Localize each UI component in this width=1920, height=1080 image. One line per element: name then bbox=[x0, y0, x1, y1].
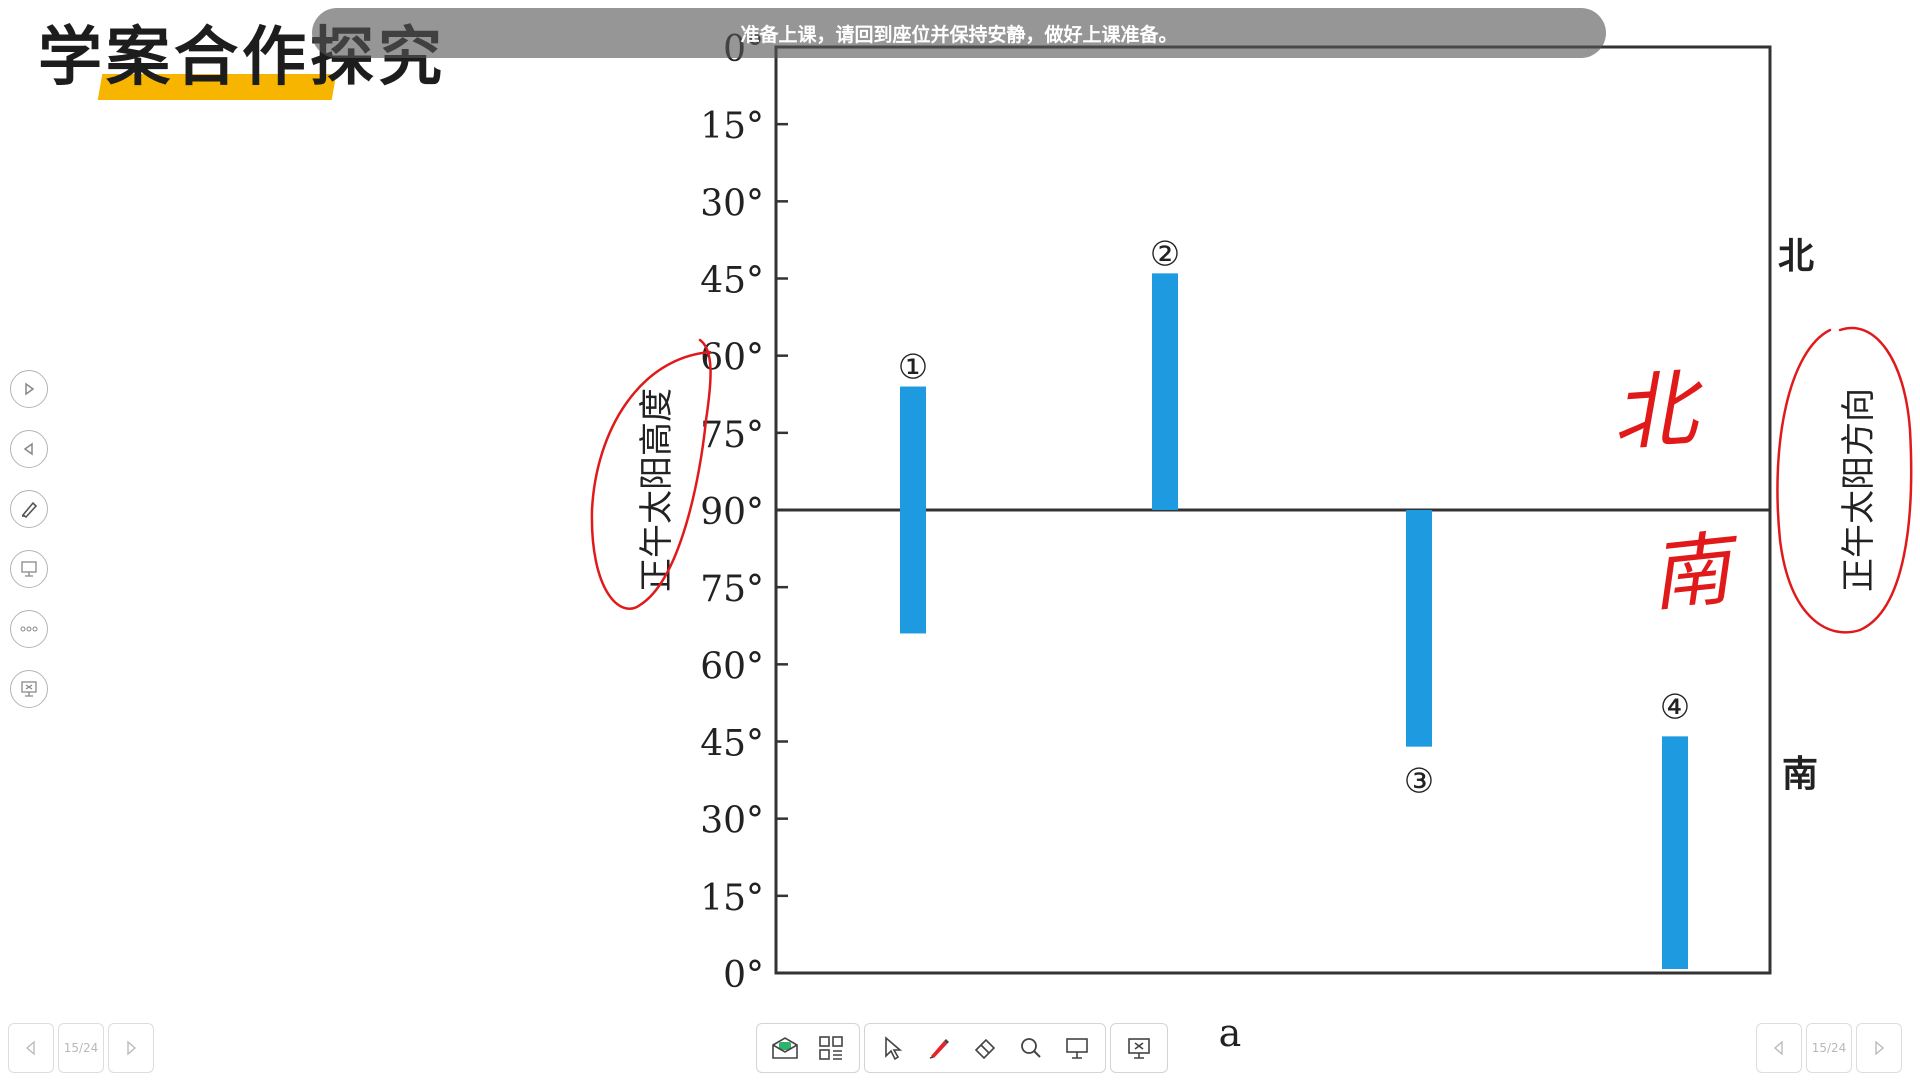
y-tick-label: 0° bbox=[723, 955, 764, 996]
bar-label: ② bbox=[1150, 234, 1180, 274]
pen-tool-button[interactable] bbox=[919, 1028, 959, 1068]
eraser-button[interactable] bbox=[965, 1028, 1005, 1068]
bar-label: ③ bbox=[1404, 762, 1434, 802]
board-icon bbox=[1066, 1038, 1088, 1059]
toolbar-group-exit bbox=[1110, 1023, 1168, 1073]
bar bbox=[1406, 510, 1432, 747]
grid-icon bbox=[819, 1036, 843, 1060]
y-tick-label: 30° bbox=[700, 183, 764, 224]
direction-south-label: 南 bbox=[1782, 754, 1818, 795]
banner-text: 准备上课，请回到座位并保持安静，做好上课准备。 bbox=[740, 23, 1178, 46]
pager-left: 15/24 bbox=[8, 1023, 154, 1075]
more-icon bbox=[20, 626, 38, 632]
exit-projection-icon bbox=[1128, 1038, 1150, 1059]
ink-handwritten-north: 北 bbox=[1609, 359, 1709, 463]
y-axis-ticks: 0°15°30°45°60°75°90°75°60°45°30°15°0° bbox=[700, 29, 788, 996]
prev-page-button[interactable] bbox=[8, 1023, 54, 1073]
y-tick-label: 75° bbox=[700, 415, 764, 456]
back-icon bbox=[23, 442, 33, 456]
pager-right: 15/24 bbox=[1756, 1023, 1902, 1075]
bottom-toolbar bbox=[756, 1023, 1168, 1075]
magnifier-icon bbox=[1021, 1038, 1041, 1058]
bar-label: ④ bbox=[1660, 687, 1690, 727]
y-tick-label: 90° bbox=[700, 492, 764, 533]
message-icon bbox=[772, 1037, 798, 1059]
prev-page-button-right[interactable] bbox=[1756, 1023, 1802, 1073]
cursor-icon bbox=[885, 1036, 903, 1061]
bar-label: ① bbox=[898, 348, 928, 388]
y-axis-label-left: 正午太阳高度 bbox=[637, 388, 677, 592]
y-tick-label: 45° bbox=[700, 261, 764, 302]
y-tick-label: 45° bbox=[700, 724, 764, 765]
cursor-button[interactable] bbox=[873, 1028, 913, 1068]
pen-button[interactable] bbox=[10, 490, 48, 528]
next-page-button-right[interactable] bbox=[1856, 1023, 1902, 1073]
chevron-left-icon bbox=[1773, 1040, 1783, 1056]
ink-handwritten-south: 南 bbox=[1646, 521, 1746, 623]
projector-icon bbox=[21, 681, 37, 697]
chart-caption: a bbox=[1219, 1011, 1242, 1055]
ink-circle-right bbox=[1776, 326, 1913, 634]
bar bbox=[900, 386, 926, 634]
y-tick-label: 30° bbox=[700, 801, 764, 842]
page-indicator: 15/24 bbox=[58, 1023, 104, 1073]
bar-labels: ① ② ③ ④ bbox=[898, 234, 1690, 801]
screen-draw-button[interactable] bbox=[10, 550, 48, 588]
y-tick-label: 60° bbox=[700, 646, 764, 687]
chevron-right-icon bbox=[127, 1040, 137, 1056]
chart-bars bbox=[900, 273, 1688, 969]
y-tick-label: 15° bbox=[700, 106, 764, 147]
chevron-left-icon bbox=[25, 1040, 35, 1056]
bar bbox=[1662, 736, 1688, 969]
back-button[interactable] bbox=[10, 430, 48, 468]
page-indicator-right: 15/24 bbox=[1806, 1023, 1852, 1073]
y-tick-label: 15° bbox=[700, 878, 764, 919]
bar bbox=[1152, 273, 1178, 510]
direction-north-label: 北 bbox=[1778, 236, 1814, 277]
y-axis-label-right: 正午太阳方向 bbox=[1839, 388, 1879, 592]
board-button[interactable] bbox=[1057, 1028, 1097, 1068]
more-button[interactable] bbox=[10, 610, 48, 648]
eraser-icon bbox=[974, 1038, 996, 1060]
notification-banner: 准备上课，请回到座位并保持安静，做好上课准备。 bbox=[312, 8, 1606, 58]
play-button[interactable] bbox=[10, 370, 48, 408]
toolbar-group-draw bbox=[864, 1023, 1106, 1073]
exit-projection-button[interactable] bbox=[1119, 1028, 1159, 1068]
handwriting-annotations: 北南 bbox=[590, 326, 1913, 634]
magnifier-button[interactable] bbox=[1011, 1028, 1051, 1068]
chevron-right-icon bbox=[1875, 1040, 1885, 1056]
pen-icon bbox=[929, 1039, 949, 1059]
pen-icon bbox=[21, 501, 38, 519]
toolbar-group-apps bbox=[756, 1023, 860, 1073]
next-page-button[interactable] bbox=[108, 1023, 154, 1073]
projector-button[interactable] bbox=[10, 670, 48, 708]
message-button[interactable] bbox=[765, 1028, 805, 1068]
ink-circle-left bbox=[590, 338, 712, 610]
grid-button[interactable] bbox=[811, 1028, 851, 1068]
play-icon bbox=[25, 382, 35, 396]
screen-draw-icon bbox=[21, 561, 37, 577]
y-tick-label: 75° bbox=[700, 569, 764, 610]
